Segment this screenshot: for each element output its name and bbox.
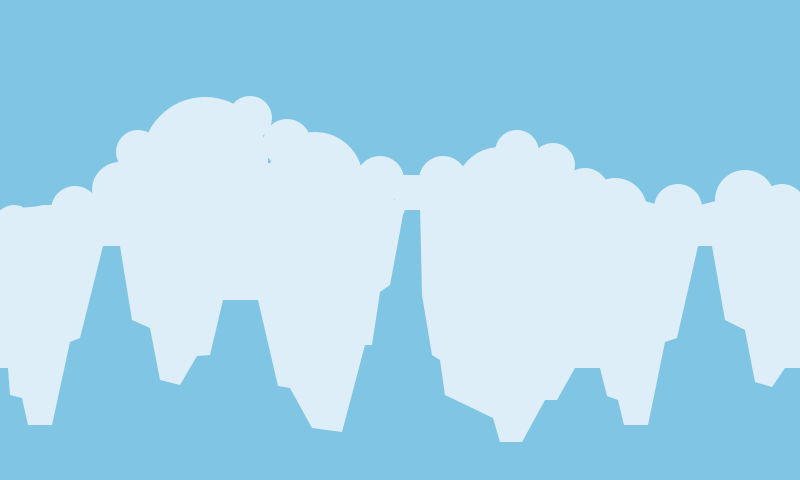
cloud-mass (0, 96, 800, 442)
cloud-bridge (395, 175, 430, 210)
icicle-drips-right (420, 168, 800, 442)
cloud-puff (228, 96, 272, 140)
icicle-drips-left (0, 152, 405, 432)
cloud-puff (495, 130, 539, 174)
